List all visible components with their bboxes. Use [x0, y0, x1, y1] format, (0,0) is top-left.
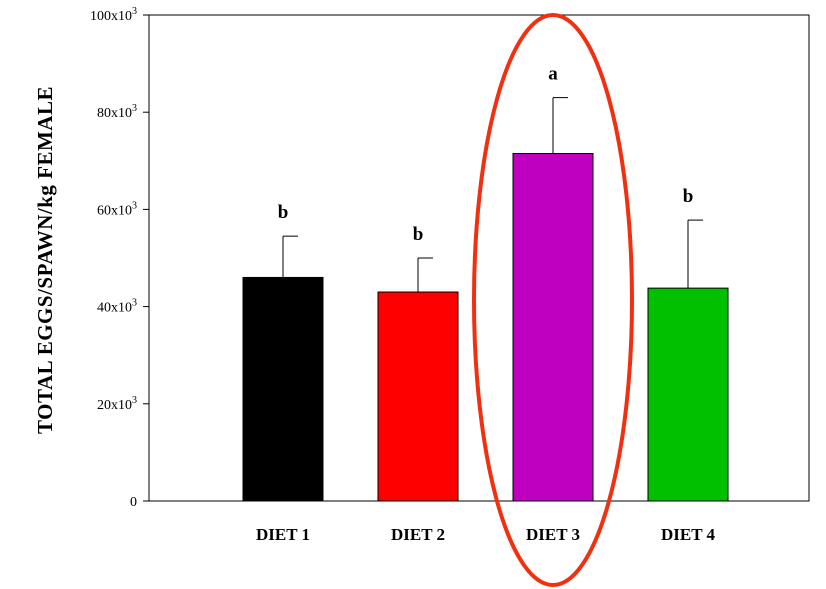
highlight-ellipse — [472, 13, 634, 587]
bar — [647, 287, 729, 502]
highlight-group — [472, 13, 634, 587]
bar — [512, 153, 594, 502]
x-tick-label: DIET 1 — [256, 525, 310, 544]
y-axis-title: TOTAL EGGS/SPAWN/kg FEMALE — [33, 86, 57, 434]
significance-label: a — [548, 64, 558, 85]
y-tick-label: 80x103 — [97, 103, 137, 121]
y-ticks-group: 0 20x103 40x103 60x103 80x103 100x103 — [90, 6, 149, 510]
significance-label: b — [413, 224, 424, 245]
plot-frame — [148, 14, 810, 502]
error-bars-group — [282, 97, 703, 293]
bar — [377, 291, 459, 502]
significance-label: b — [683, 186, 694, 207]
x-tick-label: DIET 3 — [526, 525, 580, 544]
significance-label: b — [278, 202, 289, 223]
x-tick-label: DIET 4 — [661, 525, 716, 544]
y-tick-label: 60x103 — [97, 200, 137, 218]
x-labels-group: DIET 1 DIET 2 DIET 3 DIET 4 — [256, 525, 716, 544]
y-tick-label: 40x103 — [97, 298, 137, 316]
y-tick-label: 0 — [130, 495, 137, 510]
x-tick-label: DIET 2 — [391, 525, 445, 544]
y-tick-label: 100x103 — [90, 6, 137, 24]
y-tick-label: 20x103 — [97, 395, 137, 413]
plot-frame-border — [148, 14, 810, 502]
y-axis-title-group: TOTAL EGGS/SPAWN/kg FEMALE — [33, 86, 57, 434]
bar — [242, 276, 324, 502]
significance-labels-group: b b a b — [278, 64, 694, 245]
